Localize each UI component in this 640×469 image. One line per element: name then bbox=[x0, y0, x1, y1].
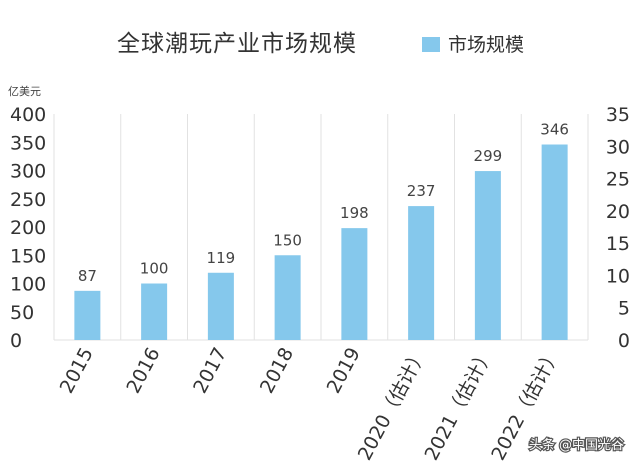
bar bbox=[341, 228, 368, 340]
data-label: 299 bbox=[474, 147, 503, 165]
data-label: 119 bbox=[207, 249, 236, 267]
bar bbox=[408, 206, 435, 340]
x-tick-label: 2020（估计） bbox=[354, 344, 432, 464]
chart-title: 全球潮玩产业市场规模 bbox=[117, 31, 357, 57]
y-tick-label-left: 300 bbox=[10, 161, 46, 183]
bar bbox=[141, 283, 168, 340]
value-labels-layer: 87 100 119 150 198 237 299 346 bbox=[78, 121, 569, 285]
y-tick-label-left: 250 bbox=[10, 189, 46, 211]
x-tick-label: 2015 bbox=[56, 344, 98, 397]
y-tick-label-left: 50 bbox=[10, 302, 34, 324]
watermark-text: 头条 @中国光谷 bbox=[529, 437, 624, 453]
data-label: 346 bbox=[540, 121, 569, 139]
y-tick-label-left: 400 bbox=[10, 104, 46, 126]
grid-layer bbox=[53, 114, 589, 341]
left-axis: 0 50 100 150 200 250 300 350 400 bbox=[10, 104, 46, 352]
data-label: 198 bbox=[340, 204, 369, 222]
y-tick-label-left: 350 bbox=[10, 132, 46, 154]
data-label: 150 bbox=[273, 231, 302, 249]
x-tick-label: 2016 bbox=[122, 344, 164, 397]
bar bbox=[74, 290, 101, 340]
bar bbox=[541, 144, 568, 340]
y-tick-label-left: 200 bbox=[10, 217, 46, 239]
data-label: 87 bbox=[78, 267, 97, 285]
y-tick-label-right: 35 bbox=[606, 104, 630, 126]
right-axis: 0 5 10 15 20 25 30 35 bbox=[606, 104, 630, 352]
y-tick-label-left: 0 bbox=[10, 330, 22, 352]
y-axis-unit-label: 亿美元 bbox=[8, 85, 41, 98]
watermark: 头条 @中国光谷 bbox=[528, 436, 626, 454]
x-tick-label: 2019 bbox=[323, 344, 365, 397]
legend-swatch bbox=[422, 37, 440, 52]
y-tick-label-left: 100 bbox=[10, 274, 46, 296]
bar bbox=[474, 171, 501, 340]
bar bbox=[274, 255, 301, 340]
y-tick-label-right: 25 bbox=[606, 169, 630, 191]
data-label: 237 bbox=[407, 182, 436, 200]
data-label: 100 bbox=[140, 260, 169, 278]
y-tick-label-right: 0 bbox=[618, 330, 630, 352]
y-tick-label-right: 15 bbox=[606, 233, 630, 255]
legend-label: 市场规模 bbox=[448, 34, 524, 56]
y-tick-label-right: 5 bbox=[618, 298, 630, 320]
y-tick-label-left: 150 bbox=[10, 245, 46, 267]
bars-layer bbox=[74, 144, 568, 340]
bar bbox=[207, 272, 234, 340]
x-tick-label: 2017 bbox=[189, 344, 231, 397]
y-tick-label-right: 10 bbox=[606, 265, 630, 287]
x-axis: 2015 2016 2017 2018 20192020（估计）2021（估计）2022… bbox=[56, 344, 565, 464]
y-tick-label-right: 30 bbox=[606, 136, 630, 158]
x-tick-label: 2021（估计） bbox=[420, 344, 498, 464]
x-tick-label: 2018 bbox=[256, 344, 298, 397]
y-tick-label-right: 20 bbox=[606, 201, 630, 223]
